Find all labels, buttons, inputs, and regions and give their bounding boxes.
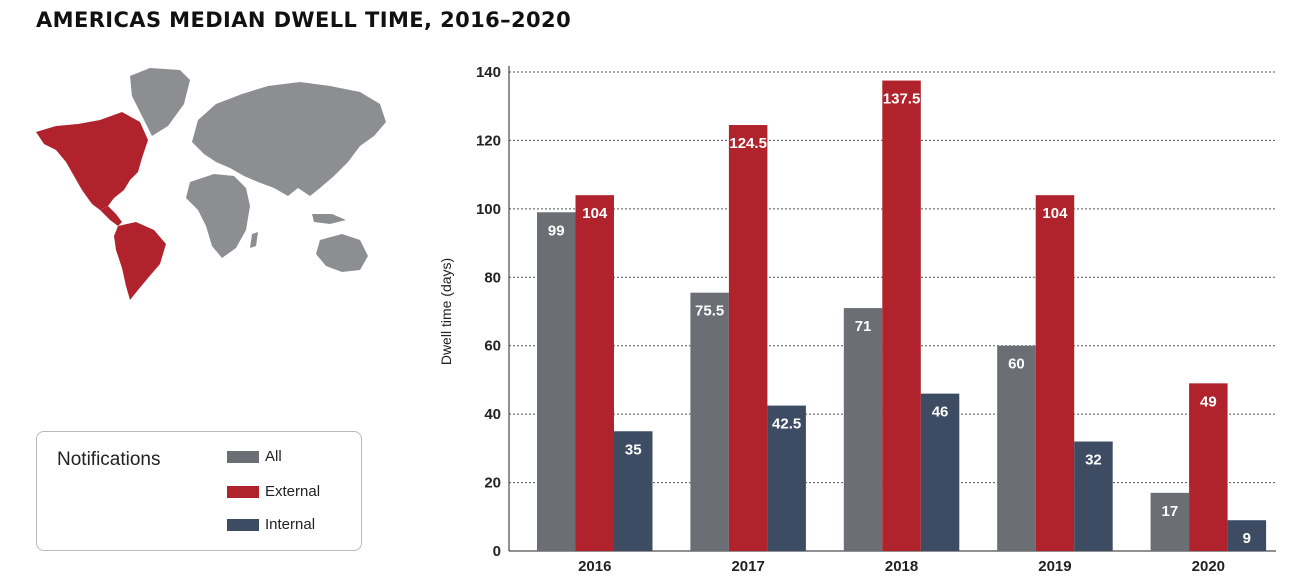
legend-item-all: All [227, 448, 282, 465]
bar-all-2018 [843, 308, 883, 551]
map-north-america [36, 112, 148, 210]
map-central-america [100, 206, 122, 226]
legend-label-external: External [265, 483, 321, 500]
legend-item-internal: Internal [227, 516, 315, 533]
bar-external-2019 [1035, 195, 1075, 551]
legend-item-external: External [227, 483, 320, 500]
bar-value-label: 124.5 [729, 135, 767, 152]
bar-all-2016 [537, 212, 576, 551]
x-tick-label: 2016 [578, 558, 611, 575]
bar-all-2019 [997, 345, 1036, 551]
y-tick-label: 0 [493, 543, 501, 560]
map-south-america [114, 222, 166, 300]
bar-value-label: 104 [1042, 205, 1068, 222]
legend-label-all: All [265, 448, 282, 465]
bar-all-2020 [1150, 492, 1190, 551]
legend-swatch-internal [227, 518, 259, 531]
legend-title: Notifications [57, 449, 161, 470]
bar-value-label: 60 [1008, 356, 1025, 373]
bar-value-label: 46 [932, 404, 949, 421]
y-tick-label: 100 [476, 201, 501, 218]
map-indonesia [312, 214, 346, 224]
y-tick-label: 140 [476, 64, 501, 81]
bar-value-label: 32 [1085, 452, 1102, 469]
legend-box: Notifications All External Internal [36, 431, 362, 551]
y-tick-label: 20 [484, 475, 501, 492]
bar-value-label: 75.5 [695, 303, 724, 320]
bar-internal-2017 [767, 405, 806, 551]
y-axis-label: Dwell time (days) [438, 258, 454, 365]
bar-value-label: 49 [1200, 393, 1217, 410]
bar-all-2017 [690, 292, 729, 551]
bar-value-label: 42.5 [772, 416, 801, 433]
x-tick-label: 2019 [1038, 558, 1071, 575]
y-tick-label: 120 [476, 132, 501, 149]
map-australia [316, 234, 368, 272]
bar-value-label: 17 [1162, 503, 1179, 520]
bar-internal-2019 [1074, 441, 1113, 551]
bar-external-2020 [1189, 383, 1228, 551]
legend-swatch-external [227, 485, 259, 498]
x-tick-label: 2018 [885, 558, 918, 575]
bar-value-label: 9 [1243, 530, 1251, 547]
map-greenland [130, 68, 190, 136]
y-tick-label: 60 [484, 338, 501, 355]
bar-value-label: 104 [582, 205, 608, 222]
bar-value-label: 99 [548, 222, 565, 239]
bar-value-label: 71 [855, 318, 872, 335]
bar-value-label: 35 [625, 441, 642, 458]
map-eurasia [192, 82, 386, 196]
y-tick-label: 40 [484, 406, 501, 423]
bar-internal-2016 [614, 431, 653, 551]
y-tick-label: 80 [484, 269, 501, 286]
bar-external-2018 [882, 80, 921, 551]
bar-external-2017 [728, 125, 768, 552]
legend-label-internal: Internal [265, 516, 316, 533]
bar-external-2016 [575, 195, 614, 551]
bar-value-label: 137.5 [883, 91, 921, 108]
x-tick-label: 2017 [731, 558, 764, 575]
chart-title: AMERICAS MEDIAN DWELL TIME, 2016–2020 [36, 8, 572, 32]
bar-internal-2020 [1227, 520, 1267, 551]
legend-swatch-all [227, 450, 259, 463]
map-madagascar [250, 232, 258, 248]
map-africa [186, 174, 250, 258]
world-map [36, 68, 386, 300]
x-tick-label: 2020 [1192, 558, 1225, 575]
bar-internal-2018 [920, 393, 960, 551]
